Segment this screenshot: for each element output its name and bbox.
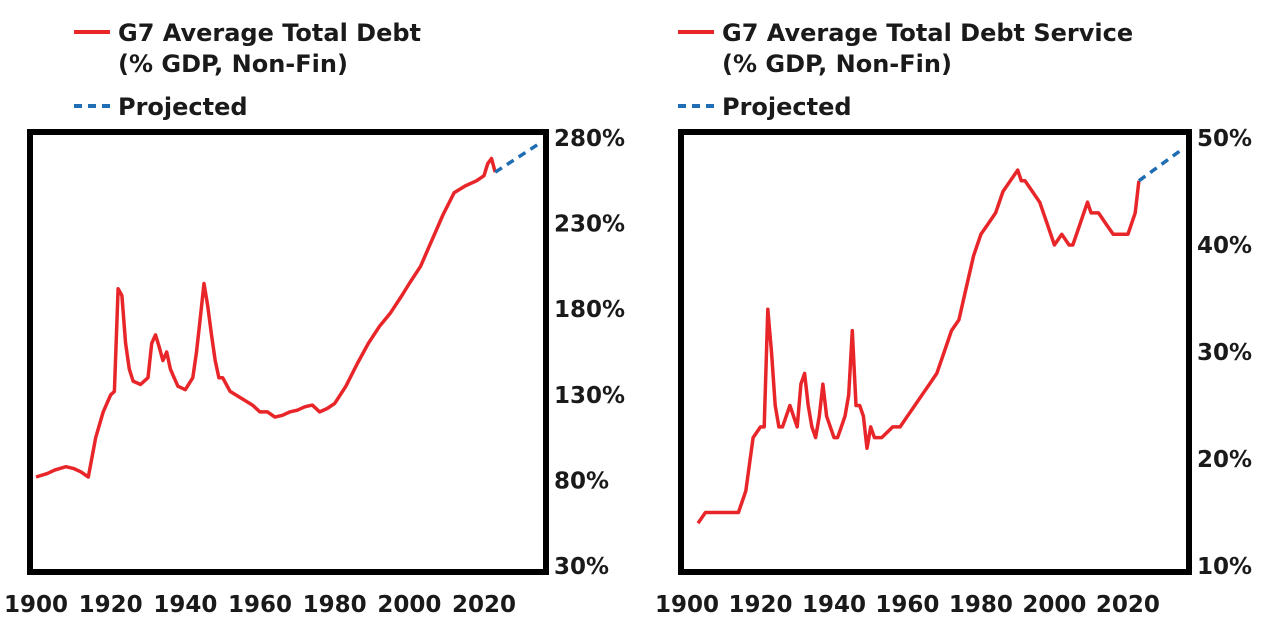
debt-plot-frame [27,129,549,575]
debt-x-tick-label: 2000 [377,592,441,617]
debt-service-y-tick-label: 20% [1197,447,1252,473]
debt-x-tick-label: 1960 [228,592,292,617]
debt-service-chart: 1900 1920 1940 1960 1980 2000 2020 10% 20% 30% 40%… [655,19,1252,617]
debt-service-x-tick-label: 1920 [728,592,792,617]
debt-service-y-tick-label: 50% [1197,126,1252,152]
debt-service-x-tick-label: 2020 [1096,592,1160,617]
debt-service-x-tick-label: 1940 [802,592,866,617]
debt-legend-label: (% GDP, Non-Fin) [118,50,348,78]
debt-service-legend-label: (% GDP, Non-Fin) [722,50,952,78]
debt-chart: 1900 1920 1940 1960 1980 2000 2020 30% 80% 130% 18… [4,19,625,617]
debt-y-tick-label: 280% [554,126,625,152]
debt-y-tick-label: 230% [554,212,625,238]
debt-y-tick-label: 130% [554,383,625,409]
debt-service-x-tick-label: 2000 [1022,592,1086,617]
debt-service-legend-label: G7 Average Total Debt Service [722,19,1133,47]
debt-service-y-tick-label: 30% [1197,340,1252,366]
debt-series-projected-line [494,141,541,174]
debt-service-plot-frame [678,129,1192,575]
debt-service-series-main-line [696,168,1141,525]
debt-service-y-tick-label: 10% [1197,554,1252,580]
debt-service-series-projected-line [1137,147,1185,183]
debt-x-tick-label: 1920 [79,592,143,617]
debt-x-tick-label: 2020 [452,592,516,617]
debt-y-tick-label: 180% [554,297,625,323]
debt-service-x-tick-label: 1980 [949,592,1013,617]
debt-x-tick-label: 1940 [153,592,217,617]
debt-service-x-tick-label: 1900 [655,592,719,617]
debt-x-tick-label: 1980 [303,592,367,617]
debt-service-legend-label: Projected [722,93,852,121]
debt-series-main-line [35,156,497,479]
debt-service-y-tick-label: 40% [1197,233,1252,259]
debt-service-x-tick-label: 1960 [875,592,939,617]
debt-x-tick-label: 1900 [4,592,68,617]
debt-legend-label: G7 Average Total Debt [118,19,421,47]
debt-y-tick-label: 30% [554,554,609,580]
debt-legend-label: Projected [118,93,248,121]
debt-y-tick-label: 80% [554,468,609,494]
